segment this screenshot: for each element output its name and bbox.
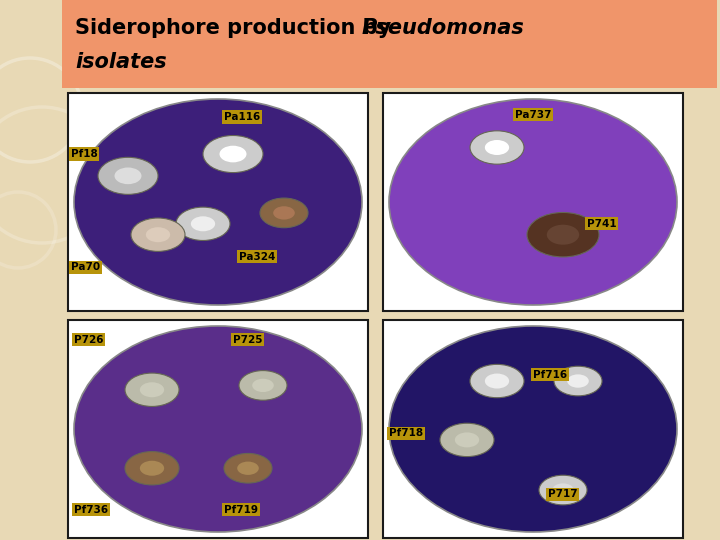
Ellipse shape (485, 374, 509, 389)
Text: P741: P741 (587, 219, 616, 229)
Text: Pf736: Pf736 (74, 505, 108, 515)
Text: Pa70: Pa70 (71, 262, 100, 272)
Ellipse shape (546, 225, 579, 245)
Text: Pa116: Pa116 (224, 112, 260, 122)
Ellipse shape (125, 451, 179, 485)
Text: Pa324: Pa324 (239, 252, 275, 261)
Text: P725: P725 (233, 335, 263, 345)
Ellipse shape (140, 461, 164, 476)
FancyBboxPatch shape (68, 320, 368, 538)
Text: Siderophore production by: Siderophore production by (75, 18, 398, 38)
Ellipse shape (131, 218, 185, 252)
Text: Pf719: Pf719 (224, 505, 258, 515)
Ellipse shape (440, 423, 494, 457)
Ellipse shape (146, 227, 170, 242)
Ellipse shape (554, 366, 602, 396)
Ellipse shape (191, 217, 215, 231)
Ellipse shape (470, 364, 524, 398)
Ellipse shape (237, 462, 258, 475)
Text: Pf716: Pf716 (533, 369, 567, 380)
Text: P726: P726 (74, 335, 104, 345)
Ellipse shape (485, 140, 509, 155)
Text: Pf18: Pf18 (71, 149, 98, 159)
Ellipse shape (252, 379, 274, 392)
Ellipse shape (125, 373, 179, 407)
Ellipse shape (239, 370, 287, 400)
Ellipse shape (567, 374, 589, 388)
Ellipse shape (140, 382, 164, 397)
Ellipse shape (260, 198, 308, 228)
Ellipse shape (539, 475, 587, 505)
Text: Pf718: Pf718 (389, 428, 423, 438)
Text: isolates: isolates (75, 52, 166, 72)
FancyBboxPatch shape (62, 0, 717, 88)
Ellipse shape (389, 326, 677, 532)
Ellipse shape (220, 146, 246, 163)
Ellipse shape (176, 207, 230, 240)
Ellipse shape (389, 99, 677, 305)
Ellipse shape (455, 433, 479, 448)
Ellipse shape (470, 131, 524, 164)
FancyBboxPatch shape (383, 320, 683, 538)
Ellipse shape (203, 136, 263, 173)
Ellipse shape (527, 212, 599, 257)
FancyBboxPatch shape (68, 93, 368, 311)
Ellipse shape (552, 483, 574, 497)
Text: Pseudomonas: Pseudomonas (362, 18, 525, 38)
Text: P717: P717 (548, 489, 577, 500)
Ellipse shape (224, 454, 272, 483)
Text: Pa737: Pa737 (515, 110, 552, 120)
FancyBboxPatch shape (383, 93, 683, 311)
Ellipse shape (74, 99, 362, 305)
Ellipse shape (98, 157, 158, 194)
Ellipse shape (74, 326, 362, 532)
Ellipse shape (114, 167, 142, 184)
Ellipse shape (273, 206, 294, 220)
